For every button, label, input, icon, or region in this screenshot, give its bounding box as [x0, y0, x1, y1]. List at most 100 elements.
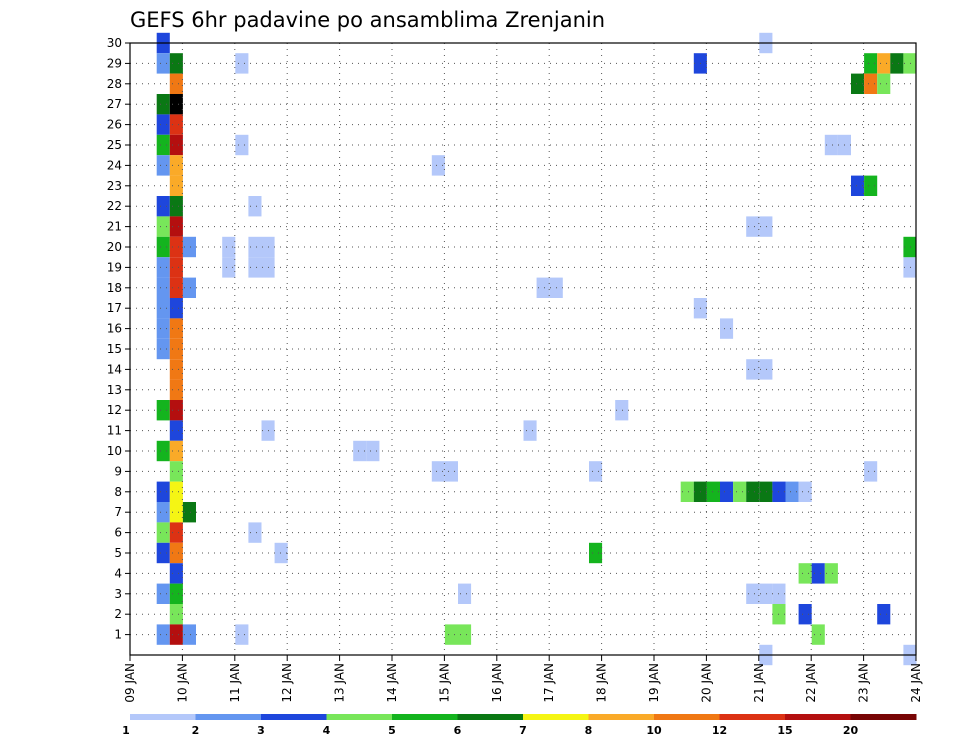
heatmap-cell: [353, 440, 367, 462]
heatmap-cell: [156, 481, 170, 502]
colorbar-swatch: [457, 714, 524, 720]
heatmap-cell: [680, 481, 694, 502]
heatmap-cell: [720, 481, 734, 502]
y-tick-label: 14: [107, 362, 122, 376]
heatmap-cell: [877, 53, 891, 74]
heatmap-cell: [156, 257, 170, 278]
heatmap-cell: [169, 216, 183, 237]
heatmap-cell: [458, 583, 472, 604]
grid-lines: [130, 42, 916, 655]
heatmap-cell: [169, 277, 183, 298]
x-tick-label: 13 JAN: [333, 663, 347, 703]
heatmap-cell: [182, 277, 196, 298]
heatmap-cell: [798, 481, 812, 502]
y-tick-label: 28: [107, 77, 122, 91]
heatmap-cell: [156, 502, 170, 523]
heatmap-cell: [169, 481, 183, 502]
heatmap-cell: [182, 502, 196, 523]
y-tick-label: 6: [114, 526, 122, 540]
colorbar-label: 5: [388, 724, 396, 737]
heatmap-cell: [733, 481, 747, 502]
colorbar-swatch: [195, 714, 262, 720]
y-tick-label: 10: [107, 444, 122, 458]
x-tick-label: 11 JAN: [228, 663, 242, 703]
heatmap-cell: [720, 318, 734, 339]
x-tick-label: 22 JAN: [804, 663, 818, 703]
heatmap-cell: [156, 196, 170, 217]
heatmap-cell: [811, 563, 825, 584]
heatmap-cell: [156, 216, 170, 237]
colorbar-swatch: [850, 714, 917, 720]
x-tick-label: 19 JAN: [647, 663, 661, 703]
heatmap-cell: [877, 604, 891, 625]
heatmap-cell: [169, 196, 183, 217]
y-tick-label: 9: [114, 464, 122, 478]
heatmap-cell: [864, 73, 878, 94]
y-tick-label: 21: [107, 220, 122, 234]
y-tick-label: 23: [107, 179, 122, 193]
x-tick-label: 23 JAN: [857, 663, 871, 703]
y-tick-label: 29: [107, 56, 122, 70]
x-tick-label: 24 JAN: [909, 663, 923, 703]
heatmap-cell: [759, 216, 773, 237]
heatmap-cell: [156, 298, 170, 319]
y-axis: 1234567891011121314151617181920212223242…: [107, 36, 130, 642]
heatmap-cell: [156, 542, 170, 564]
colorbar-swatch: [588, 714, 655, 720]
y-tick-label: 19: [107, 260, 122, 274]
heatmap-cell: [877, 73, 891, 94]
heatmap-cell: [169, 73, 183, 94]
heatmap-cell: [903, 53, 917, 74]
x-tick-label: 12 JAN: [280, 663, 294, 703]
heatmap-cell: [169, 563, 183, 584]
heatmap-cell: [156, 277, 170, 298]
heatmap-cell: [864, 461, 878, 482]
colorbar: 1 2 3 4 5 6 7 8 10 12 15 20: [122, 714, 917, 737]
colorbar-label: 15: [777, 724, 792, 737]
heatmap-cell: [169, 114, 183, 135]
heatmap-cell: [169, 624, 183, 645]
heatmap-cell: [589, 542, 603, 564]
y-tick-label: 12: [107, 403, 122, 417]
x-tick-label: 10 JAN: [175, 663, 189, 703]
heatmap-cell: [156, 155, 170, 176]
heatmap-cell: [431, 155, 445, 176]
heatmap-cell: [169, 400, 183, 421]
heatmap-cell: [274, 542, 288, 564]
heatmap-cell: [431, 461, 445, 482]
heatmap-cell: [248, 522, 262, 543]
heatmap-cell: [746, 583, 760, 604]
x-tick-label: 20 JAN: [699, 663, 713, 703]
colorbar-label: 20: [843, 724, 859, 737]
x-tick-label: 17 JAN: [542, 663, 556, 703]
heatmap-cell: [890, 53, 904, 74]
heatmap-cell: [903, 236, 917, 258]
y-tick-label: 8: [114, 485, 122, 499]
heatmap-cell: [746, 481, 760, 502]
colorbar-label: 8: [585, 724, 593, 737]
y-tick-label: 15: [107, 342, 122, 356]
colorbar-swatch: [392, 714, 458, 720]
heatmap-cell: [798, 563, 812, 584]
heatmap-cell: [169, 461, 183, 482]
heatmap-cell: [182, 236, 196, 258]
heatmap-cell: [864, 175, 878, 196]
heatmap-cell: [169, 318, 183, 339]
colorbar-swatch: [785, 714, 851, 720]
heatmap-cell: [156, 236, 170, 258]
x-tick-label: 18 JAN: [595, 663, 609, 703]
heatmap-cell: [169, 440, 183, 462]
heatmap-cell: [615, 400, 629, 421]
colorbar-label: 6: [454, 724, 462, 737]
y-tick-label: 16: [107, 322, 122, 336]
colorbar-label: 3: [257, 724, 265, 737]
heatmap-cell: [156, 400, 170, 421]
heatmap-cell: [156, 114, 170, 135]
heatmap-cell: [759, 359, 773, 380]
heatmap-cell: [169, 604, 183, 625]
heatmap-cell: [156, 338, 170, 360]
heatmap-cell: [169, 298, 183, 319]
y-tick-label: 24: [107, 158, 122, 172]
y-tick-label: 30: [107, 36, 122, 50]
colorbar-label: 7: [519, 724, 527, 737]
